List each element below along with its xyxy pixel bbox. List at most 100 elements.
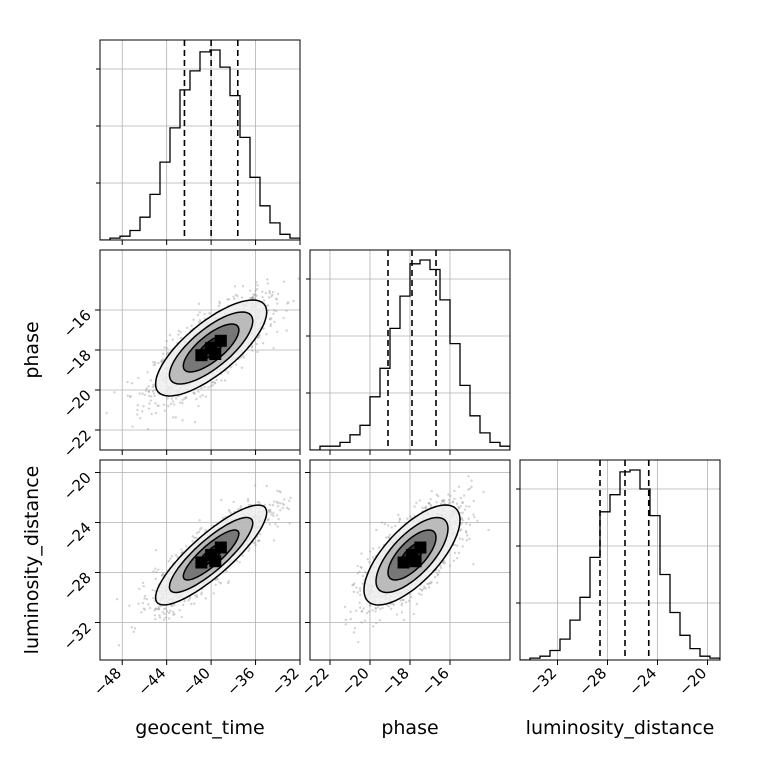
x-tick-label-geocent_time: −44 [134,664,169,699]
scatter-point [141,410,144,413]
scatter-point [285,309,288,312]
scatter-point [168,333,172,337]
scatter-point [514,495,516,497]
scatter-point [248,289,252,292]
scatter-point [461,538,464,541]
x-tick-label-luminosity_distance: −28 [575,664,610,699]
scatter-point [229,366,233,369]
scatter-point [181,402,184,405]
scatter-point [275,514,279,517]
scatter-point [270,317,273,320]
scatter-point [132,630,135,634]
scatter-point [200,591,203,594]
scatter-point [262,299,266,302]
scatter-point [149,379,153,382]
scatter-point [167,560,170,563]
scatter-point [256,336,260,340]
scatter-point [297,277,300,280]
scatter-point [460,518,463,521]
scatter-point [232,295,235,298]
scatter-point [420,588,423,591]
scatter-point [265,484,268,488]
scatter-point [302,497,304,499]
scatter-point [427,582,431,586]
scatter-point [467,475,470,478]
scatter-point [397,513,400,517]
scatter-point [344,623,347,626]
scatter-point [365,611,369,615]
scatter-point [451,500,455,503]
scatter-point [136,408,139,412]
scatter-point [453,489,456,493]
scatter-point [153,614,157,617]
scatter-point [142,405,145,408]
scatter-point [457,485,461,488]
scatter-point [459,528,463,531]
density-peak-cell [414,541,427,554]
scatter-point [195,397,198,401]
x-tick-label-phase: −20 [338,664,373,699]
scatter-point [240,296,244,299]
x-tick-label-geocent_time: −32 [268,664,303,699]
scatter-point [192,602,196,605]
scatter-point [377,546,381,549]
scatter-point [286,301,290,304]
scatter-point [258,333,261,337]
scatter-point [198,319,202,322]
scatter-point [167,611,171,615]
scatter-point [198,519,201,522]
scatter-point [165,347,169,350]
scatter-point [197,404,200,408]
scatter-point [268,291,271,295]
scatter-point [465,522,468,525]
panel-frame [99,39,301,241]
scatter-point [152,570,155,573]
scatter-point [380,521,384,524]
panel-frame [519,459,721,661]
scatter-point [179,330,182,334]
scatter-point [274,297,278,300]
scatter-point [261,342,265,345]
scatter-point [461,501,464,504]
scatter-point [388,533,392,536]
scatter-point [153,384,156,388]
scatter-point [368,550,372,553]
scatter-point [368,561,371,564]
scatter-point [360,610,364,613]
scatter-point [267,518,270,521]
scatter-point [172,403,176,406]
scatter-point [423,585,426,588]
scatter-point [130,382,134,385]
scatter-point [233,285,237,288]
scatter-point [193,536,196,539]
scatter-point [352,583,355,587]
scatter-point [255,288,259,291]
scatter-point [460,516,463,520]
scatter-point [147,390,150,393]
scatter-point [470,479,473,482]
scatter-point [246,497,250,501]
scatter-point [200,526,203,530]
scatter-point [381,606,384,610]
scatter-point [257,335,261,339]
scatter-point [157,404,160,408]
scatter-point [427,586,431,589]
scatter-point [164,607,167,610]
scatter-point [218,300,221,303]
scatter-point [181,603,185,607]
density-peak-cell [209,555,222,568]
scatter-point [197,321,201,324]
scatter-point [148,394,151,398]
scatter-point [379,607,382,611]
y-tick-label-phase: −16 [60,306,95,341]
scatter-point [266,304,270,307]
scatter-point [201,394,204,397]
scatter-point [460,522,463,525]
y-tick-label-phase: −20 [60,386,95,421]
scatter-point [153,609,156,612]
scatter-point [160,574,164,577]
scatter-point [252,541,255,544]
scatter-point [171,400,175,403]
scatter-point [152,364,155,367]
